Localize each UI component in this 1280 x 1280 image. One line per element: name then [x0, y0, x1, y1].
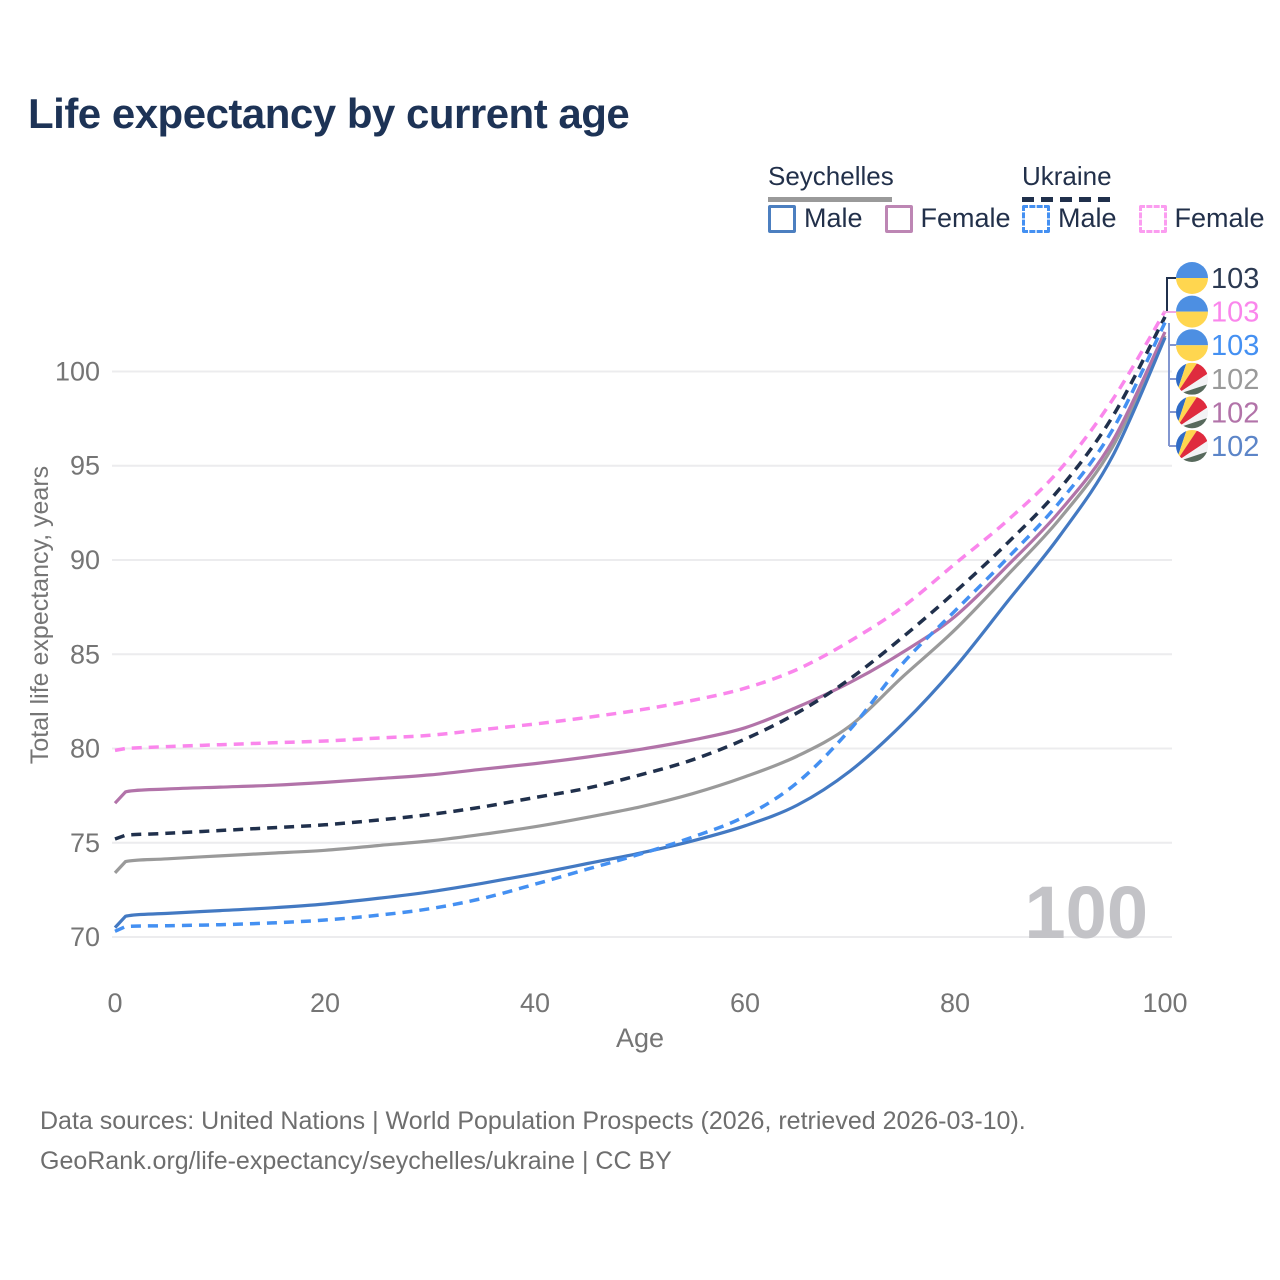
x-tick-label: 100	[1142, 988, 1187, 1018]
seychelles-female-swatch-icon	[884, 204, 913, 233]
y-tick-label: 75	[70, 828, 100, 858]
end-label-row: 103	[1176, 262, 1259, 295]
legend-item-label: Female	[1174, 203, 1265, 233]
seychelles-male-swatch-icon	[768, 204, 796, 233]
legend-row-seychelles: Male Female	[768, 203, 1011, 234]
x-tick-label: 60	[730, 988, 760, 1018]
legend-country-seychelles[interactable]: Seychelles	[768, 161, 894, 202]
seychelles-flag-icon	[1176, 362, 1208, 395]
ukraine-line-style-swatch	[1022, 197, 1114, 202]
footer-data-sources: Data sources: United Nations | World Pop…	[40, 1107, 1026, 1135]
ukraine-male-swatch-icon	[1022, 204, 1050, 233]
end-label-value: 102	[1211, 431, 1259, 463]
legend-item-label: Female	[920, 203, 1011, 233]
legend-item-label: Male	[804, 203, 863, 233]
seychelles-flag-icon	[1176, 396, 1208, 429]
series-line-ukraine-female	[114, 310, 1167, 753]
x-tick-label: 80	[940, 988, 970, 1018]
y-tick-label: 90	[70, 545, 100, 575]
end-label-row: 102	[1176, 396, 1259, 429]
x-axis-title: Age	[616, 1023, 664, 1053]
end-label-value: 103	[1211, 330, 1259, 362]
x-tick-label: 0	[107, 988, 122, 1018]
ukraine-female-swatch-icon	[1138, 204, 1167, 233]
end-label-row: 103	[1176, 329, 1259, 362]
y-tick-label: 100	[55, 357, 100, 387]
y-tick-label: 80	[70, 734, 100, 764]
legend-country-ukraine[interactable]: Ukraine	[1022, 161, 1114, 202]
series-line-ukraine-male	[114, 321, 1167, 933]
ukraine-flag-icon	[1176, 295, 1208, 328]
series-line-seychelles	[113, 335, 1167, 874]
x-tick-label: 20	[310, 988, 340, 1018]
series-line-ukraine	[114, 315, 1167, 841]
end-label-value: 103	[1211, 263, 1259, 295]
legend-item-label: Male	[1058, 203, 1117, 233]
y-axis-title: Total life expectancy, years	[26, 466, 54, 764]
end-label-leader-line	[1166, 277, 1176, 311]
end-label-leader-line	[1168, 323, 1176, 447]
ukraine-flag-icon	[1176, 262, 1208, 294]
y-tick-label: 70	[70, 922, 100, 952]
end-label-value: 102	[1211, 364, 1259, 396]
y-tick-label: 95	[70, 451, 100, 481]
page-title: Life expectancy by current age	[28, 90, 630, 137]
end-label-row: 103	[1176, 295, 1259, 329]
seychelles-flag-icon	[1176, 430, 1208, 462]
legend-item-ukraine-male[interactable]: Male	[1022, 203, 1117, 234]
legend-item-ukraine-female[interactable]: Female	[1138, 203, 1265, 234]
legend-item-seychelles-female[interactable]: Female	[884, 203, 1011, 234]
end-label-row: 102	[1176, 362, 1259, 396]
x-tick-label: 40	[520, 988, 550, 1018]
y-tick-label: 85	[70, 639, 100, 669]
end-label-value: 102	[1211, 397, 1259, 429]
series-line-seychelles-female	[113, 331, 1167, 805]
ukraine-flag-icon	[1176, 329, 1208, 362]
series-line-seychelles-male	[113, 336, 1167, 929]
legend-row-ukraine: Male Female	[1022, 203, 1265, 234]
end-label-row: 102	[1176, 430, 1259, 463]
end-label-value: 103	[1211, 297, 1259, 329]
footer-attribution: GeoRank.org/life-expectancy/seychelles/u…	[40, 1147, 672, 1175]
current-age-watermark: 100	[1025, 871, 1148, 954]
legend-country-ukraine-label: Ukraine	[1022, 161, 1112, 191]
seychelles-line-style-swatch	[768, 197, 892, 202]
legend-country-seychelles-label: Seychelles	[768, 161, 894, 191]
legend-item-seychelles-male[interactable]: Male	[768, 203, 863, 234]
